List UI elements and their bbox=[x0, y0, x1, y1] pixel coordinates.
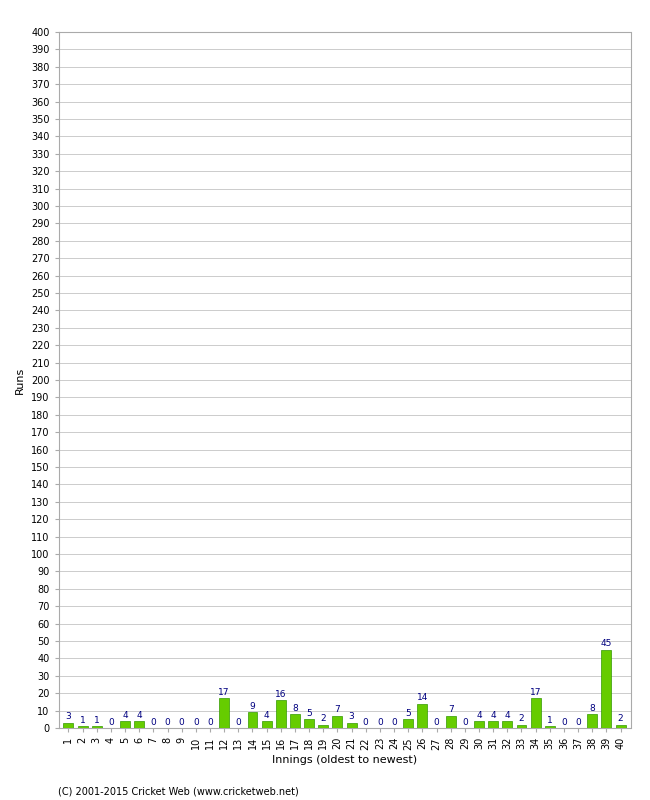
Bar bbox=[290, 714, 300, 728]
Text: 45: 45 bbox=[601, 639, 612, 648]
Text: 0: 0 bbox=[462, 718, 468, 726]
Bar bbox=[135, 721, 144, 728]
Text: 0: 0 bbox=[561, 718, 567, 726]
Text: 14: 14 bbox=[417, 694, 428, 702]
Bar bbox=[588, 714, 597, 728]
Bar bbox=[318, 725, 328, 728]
Bar bbox=[488, 721, 498, 728]
Bar bbox=[417, 704, 427, 728]
Text: 4: 4 bbox=[122, 710, 128, 720]
Bar bbox=[601, 650, 612, 728]
Text: 3: 3 bbox=[348, 712, 354, 722]
Text: 0: 0 bbox=[193, 718, 199, 726]
Bar bbox=[446, 716, 456, 728]
Text: 1: 1 bbox=[94, 716, 99, 725]
Text: 7: 7 bbox=[448, 706, 454, 714]
Text: 1: 1 bbox=[80, 716, 85, 725]
X-axis label: Innings (oldest to newest): Innings (oldest to newest) bbox=[272, 755, 417, 765]
Text: 3: 3 bbox=[66, 712, 72, 722]
Text: 2: 2 bbox=[519, 714, 525, 723]
Text: (C) 2001-2015 Cricket Web (www.cricketweb.net): (C) 2001-2015 Cricket Web (www.cricketwe… bbox=[58, 786, 299, 796]
Bar bbox=[502, 721, 512, 728]
Bar bbox=[616, 725, 625, 728]
Bar bbox=[517, 725, 526, 728]
Text: 17: 17 bbox=[530, 688, 541, 697]
Text: 0: 0 bbox=[434, 718, 439, 726]
Text: 2: 2 bbox=[618, 714, 623, 723]
Text: 0: 0 bbox=[164, 718, 170, 726]
Bar bbox=[120, 721, 130, 728]
Y-axis label: Runs: Runs bbox=[16, 366, 25, 394]
Text: 4: 4 bbox=[476, 710, 482, 720]
Text: 9: 9 bbox=[250, 702, 255, 711]
Text: 17: 17 bbox=[218, 688, 230, 697]
Text: 4: 4 bbox=[136, 710, 142, 720]
Text: 0: 0 bbox=[391, 718, 397, 726]
Text: 4: 4 bbox=[490, 710, 496, 720]
Text: 5: 5 bbox=[406, 709, 411, 718]
Bar bbox=[545, 726, 554, 728]
Text: 0: 0 bbox=[363, 718, 369, 726]
Bar bbox=[474, 721, 484, 728]
Bar bbox=[332, 716, 343, 728]
Text: 2: 2 bbox=[320, 714, 326, 723]
Bar bbox=[276, 700, 286, 728]
Text: 8: 8 bbox=[590, 704, 595, 713]
Bar bbox=[77, 726, 88, 728]
Text: 7: 7 bbox=[335, 706, 341, 714]
Text: 0: 0 bbox=[377, 718, 383, 726]
Text: 0: 0 bbox=[235, 718, 241, 726]
Text: 0: 0 bbox=[575, 718, 581, 726]
Text: 5: 5 bbox=[306, 709, 312, 718]
Bar bbox=[92, 726, 101, 728]
Bar bbox=[262, 721, 272, 728]
Bar bbox=[248, 712, 257, 728]
Text: 0: 0 bbox=[179, 718, 185, 726]
Text: 1: 1 bbox=[547, 716, 552, 725]
Text: 0: 0 bbox=[108, 718, 114, 726]
Bar bbox=[346, 722, 357, 728]
Text: 0: 0 bbox=[207, 718, 213, 726]
Text: 16: 16 bbox=[275, 690, 287, 698]
Text: 4: 4 bbox=[504, 710, 510, 720]
Bar bbox=[219, 698, 229, 728]
Text: 8: 8 bbox=[292, 704, 298, 713]
Bar bbox=[403, 719, 413, 728]
Text: 4: 4 bbox=[264, 710, 270, 720]
Bar bbox=[304, 719, 314, 728]
Bar bbox=[530, 698, 541, 728]
Bar bbox=[64, 722, 73, 728]
Text: 0: 0 bbox=[151, 718, 156, 726]
